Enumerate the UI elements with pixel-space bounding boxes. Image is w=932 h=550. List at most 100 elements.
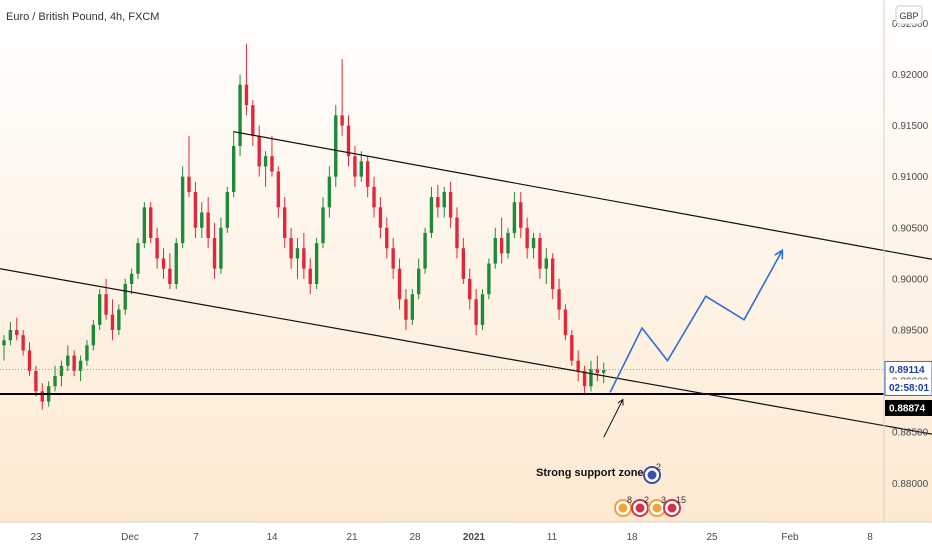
candle [531,232,536,259]
candle-body [78,360,83,371]
candle-body [474,299,478,325]
candle-body [302,248,306,269]
support-price-tag: 0.88874 [889,403,926,414]
candle [200,202,204,238]
candle [353,146,357,187]
candle [582,365,587,394]
projection-layer[interactable] [603,248,784,438]
candle-body [123,284,127,310]
x-tick-label: 8 [867,532,873,543]
event-badge[interactable]: 15 [663,495,686,517]
candle-body [372,186,376,208]
candle [512,192,517,238]
candle [15,317,19,341]
candle [410,289,415,325]
candle [378,197,383,238]
candle [85,340,89,366]
support-zone-label: Strong support zone [536,467,644,479]
candle-body [468,278,472,300]
candle [289,227,293,269]
candle-body [563,309,568,336]
candle-body [295,248,300,259]
countdown-tag-bg [885,379,932,396]
event-badge[interactable]: 2 [631,495,649,517]
candle [417,258,421,300]
candle [334,105,338,187]
y-tick-label: 0.89500 [892,326,929,337]
candle [174,238,178,290]
candle [295,238,300,279]
candle [34,365,38,397]
event-count: 2 [656,462,661,472]
candle-body [180,176,185,244]
event-count: 8 [627,495,632,505]
x-tick-label: 23 [30,532,42,543]
candle-body [283,207,287,238]
currency-button[interactable]: GBP [895,5,923,25]
candle [231,130,236,198]
moon-event-icon-inner [647,470,657,480]
candle [206,197,210,249]
candle [346,115,351,167]
candle-body [404,299,408,320]
x-axis-area[interactable] [0,522,932,550]
candle-body [506,232,510,254]
candle [461,238,466,284]
event-badge[interactable]: 8 [614,495,632,517]
candle-body [276,171,281,208]
currency-button-label: GBP [899,11,918,21]
event-badge[interactable]: 3 [648,495,666,517]
candle [302,232,306,279]
trend-lines-layer[interactable] [0,131,932,451]
candle [563,304,568,341]
candle [359,151,363,182]
candle-body [142,207,147,244]
candle-body [136,243,140,274]
candle-body [27,350,32,371]
candle [544,248,548,284]
y-tick-label: 0.90500 [892,223,929,234]
x-tick-label: 18 [626,532,638,543]
candle [321,197,325,249]
candle-body [499,238,504,254]
candle [550,253,555,300]
candle-body [200,212,204,228]
candle-body [129,273,134,284]
candle [27,342,32,376]
candle-body [487,263,491,295]
event-count: 15 [676,495,686,505]
upper-channel-line[interactable] [233,131,932,265]
candle [136,238,140,279]
candle [91,319,96,351]
candle [8,321,13,346]
candle-body [353,156,357,177]
candle-body [314,243,319,284]
candle [442,186,446,218]
x-axis[interactable]: 23 Dec 7 14 21 28 2021 11 18 25 Feb 8 [30,532,873,543]
candle-body [417,268,421,295]
candle-body [308,268,312,284]
candle-body [161,258,166,269]
lower-channel-line[interactable] [0,230,932,451]
x-tick-label: 21 [346,532,358,543]
event-badge[interactable]: 2 [643,462,661,484]
candle [40,383,44,410]
x-tick-label: 14 [266,532,278,543]
candle [519,192,523,238]
projection-path[interactable] [609,249,784,393]
candle [225,186,229,233]
economic-events[interactable]: 2 8 2 3 15 [614,462,686,517]
candle-body [289,238,293,259]
candle-body [557,289,561,310]
candle [129,268,134,295]
candle [525,217,529,259]
candle [602,362,606,384]
candle [219,217,223,274]
candle [78,355,83,382]
candle [589,360,593,392]
candle-body [206,212,210,238]
candle-body [85,345,89,361]
candle-body [257,135,261,167]
